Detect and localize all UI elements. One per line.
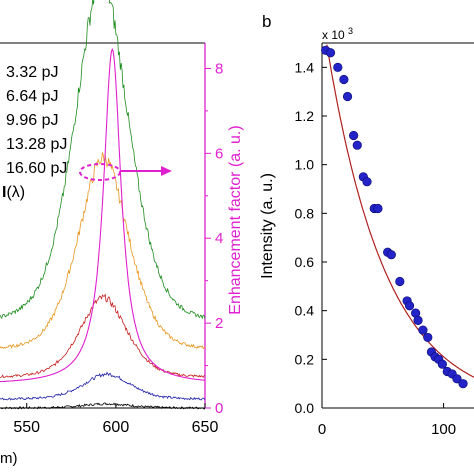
panel-b-y-multiplier: x 10 3 [322, 26, 353, 42]
panel-a-y2-label: Enhancement factor (a. u.) [227, 125, 244, 314]
data-point [349, 130, 359, 141]
panel-b-decay-chart: b x 10 3 0.0 0.2 0.4 0.6 0.8 1.0 1.2 1.4 0 100 I… [259, 12, 474, 438]
data-point [452, 374, 462, 384]
legend-entry: 13.28 pJ [6, 136, 67, 153]
panel-a-series-group [0, 0, 206, 410]
panel-b-x-ticks: 0 100 [318, 403, 456, 438]
y-tick-label: 0.4 [295, 303, 315, 319]
panel-b-fit-curve [326, 44, 474, 378]
panel-b-y-label: Intensity (a. u.) [259, 173, 276, 279]
data-point [362, 177, 372, 187]
legend-entry: 16.60 pJ [6, 160, 67, 177]
series-line-16-60-pj [0, 0, 206, 320]
series-line-6-64-pj [0, 371, 206, 401]
y-tick-label: 1.2 [295, 108, 315, 124]
x-tick-label: 650 [192, 419, 219, 436]
legend-intensity-arg: (λ) [6, 184, 25, 201]
y-tick-label: 0.6 [295, 254, 315, 270]
y-tick-label: 0.8 [295, 205, 315, 221]
peak-highlight-annotation [79, 163, 172, 181]
x-tick-label: 100 [431, 421, 456, 438]
data-point [339, 74, 349, 85]
y-tick-label: 1.0 [295, 157, 315, 173]
legend-entry-intensity: I(λ) [2, 184, 25, 201]
data-point [386, 250, 396, 260]
panel-b-y-ticks: 0.0 0.2 0.4 0.6 0.8 1.0 1.2 1.4 [295, 59, 327, 416]
x-tick-label: 550 [13, 419, 40, 436]
data-point [423, 332, 433, 343]
y2-tick-label: 8 [215, 60, 223, 77]
data-point [373, 203, 383, 214]
data-point [413, 315, 423, 326]
panel-b-data-points [321, 45, 468, 389]
panel-b-label: b [262, 12, 271, 31]
panel-b-y-multiplier-exp: 3 [348, 26, 353, 36]
series-line-9-96-pj [0, 293, 206, 379]
arrow-head-icon [161, 166, 172, 176]
data-point [395, 276, 405, 287]
panel-a-y2-ticks: 0 2 4 6 8 [205, 60, 223, 417]
panel-b-y-multiplier-base: x 10 [322, 28, 345, 42]
series-line-enhancement-factor [0, 47, 206, 383]
data-point [404, 301, 415, 311]
data-point [342, 91, 353, 102]
y2-tick-label: 4 [215, 230, 223, 247]
data-point [458, 379, 468, 389]
data-point [333, 62, 343, 72]
legend-entry: 6.64 pJ [6, 88, 58, 105]
y2-tick-label: 6 [215, 145, 223, 162]
data-point [325, 48, 336, 58]
y2-tick-label: 0 [215, 400, 223, 417]
x-tick-label: 600 [103, 419, 130, 436]
panel-a-spectra-chart: 550 600 650 0 2 4 6 8 Enhancement factor (a. u… [0, 0, 244, 467]
data-point [418, 325, 428, 335]
legend-entry: 3.32 pJ [6, 64, 58, 81]
legend-entry: 9.96 pJ [6, 112, 58, 129]
y-tick-label: 1.4 [295, 59, 315, 75]
x-tick-label: 0 [318, 421, 326, 438]
data-point [437, 359, 447, 369]
legend-intensity-symbol: I [2, 184, 6, 201]
panel-a-x-ticks: 550 600 650 [13, 403, 218, 436]
y-tick-label: 0.0 [295, 400, 315, 416]
y-tick-label: 0.2 [295, 351, 315, 367]
series-line-13-28-pj [0, 152, 206, 350]
y2-tick-label: 2 [215, 315, 223, 332]
series-line-3-32-pj [0, 402, 206, 410]
panel-a-x-label-fragment: m) [0, 450, 18, 467]
data-point [352, 140, 362, 150]
